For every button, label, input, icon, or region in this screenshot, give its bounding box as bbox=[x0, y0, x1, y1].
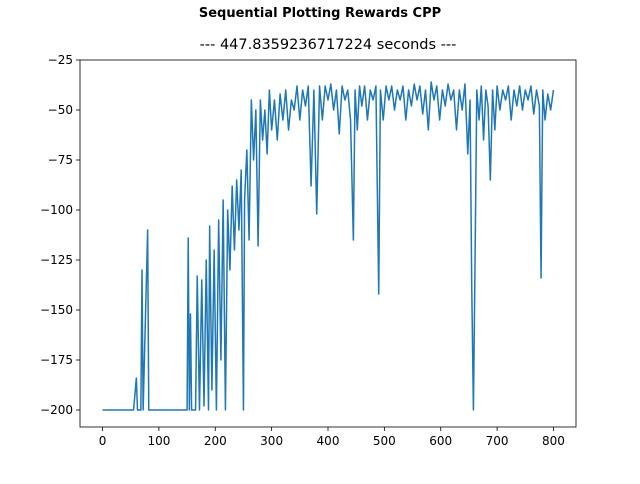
y-tick-label: −75 bbox=[48, 153, 73, 167]
x-tick-label: 600 bbox=[429, 434, 452, 448]
chart-suptitle: Sequential Plotting Rewards CPP bbox=[199, 6, 441, 21]
x-tick-label: 700 bbox=[486, 434, 509, 448]
y-tick-label: −175 bbox=[40, 353, 73, 367]
x-tick-label: 100 bbox=[147, 434, 170, 448]
x-tick-label: 500 bbox=[373, 434, 396, 448]
y-tick-label: −100 bbox=[40, 203, 73, 217]
axes-frame bbox=[79, 59, 577, 428]
y-tick-label: −200 bbox=[40, 403, 73, 417]
y-tick-label: −125 bbox=[40, 253, 73, 267]
data-line bbox=[102, 81, 555, 411]
x-tick-label: 300 bbox=[260, 434, 283, 448]
x-tick-label: 800 bbox=[542, 434, 565, 448]
chart-title: --- 447.8359236717224 seconds --- bbox=[200, 37, 457, 53]
x-tick-label: 0 bbox=[99, 434, 107, 448]
x-tick-label: 200 bbox=[204, 434, 227, 448]
y-tick-label: −150 bbox=[40, 303, 73, 317]
y-tick-label: −50 bbox=[48, 103, 73, 117]
x-tick-label: 400 bbox=[317, 434, 340, 448]
y-tick-label: −25 bbox=[48, 53, 73, 67]
